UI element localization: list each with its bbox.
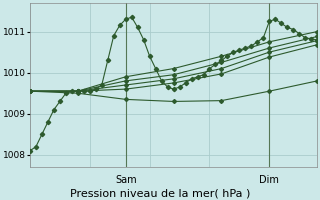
Text: Dim: Dim xyxy=(260,175,279,185)
Text: Pression niveau de la mer( hPa ): Pression niveau de la mer( hPa ) xyxy=(70,188,250,198)
Text: Sam: Sam xyxy=(115,175,137,185)
